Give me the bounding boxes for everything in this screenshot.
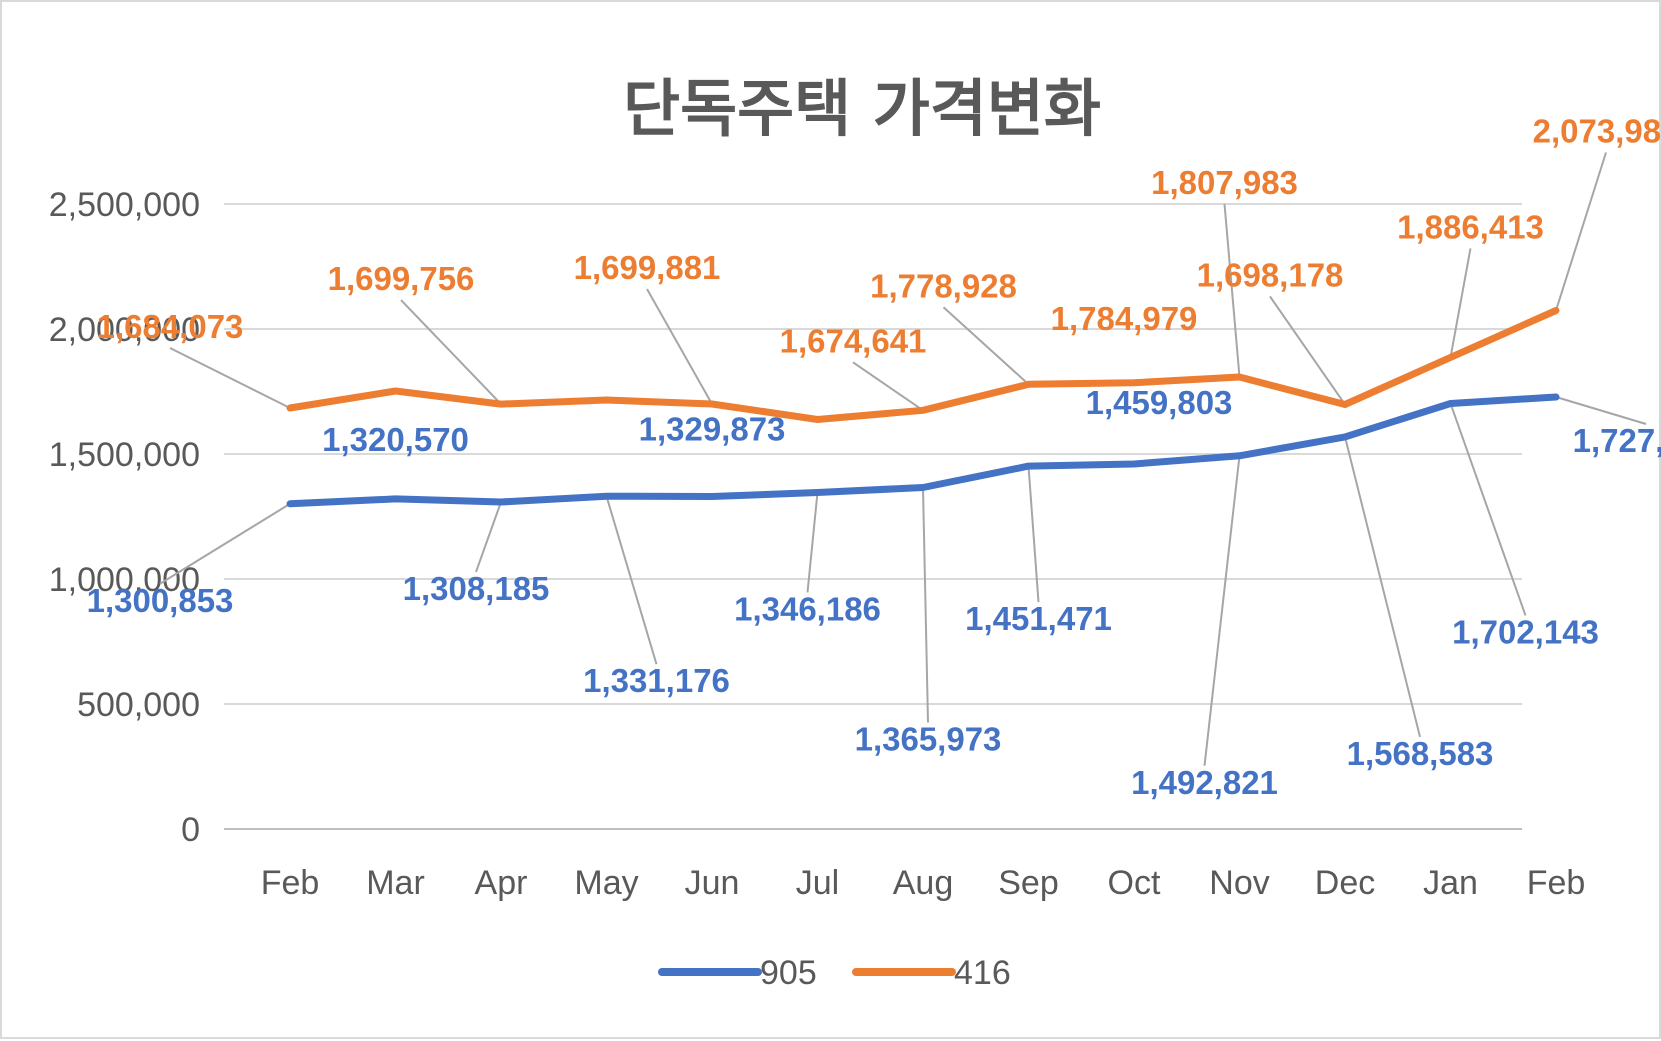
x-tick-label: Sep (998, 864, 1059, 902)
leader-line (169, 347, 291, 409)
y-tick-label: 2,000,000 (49, 311, 200, 349)
data-label: 1,492,821 (1131, 764, 1278, 801)
data-label: 1,365,973 (855, 721, 1002, 758)
x-tick-label: May (574, 864, 638, 902)
data-label: 1,300,853 (87, 582, 234, 619)
data-label: 1,684,073 (97, 308, 244, 345)
data-labels: 1,300,853 1,320,570 1,308,185 1,331,176 1,32… (87, 113, 1661, 801)
data-label: 1,674,641 (780, 322, 927, 359)
data-label: 1,451,471 (965, 600, 1112, 637)
data-label: 1,698,178 (1197, 256, 1344, 293)
data-label: 1,320,570 (322, 421, 469, 458)
data-label: 1,886,413 (1397, 208, 1544, 245)
leader-line (475, 501, 502, 573)
leader-line (159, 502, 291, 585)
x-axis: Feb Mar Apr May Jun Jul Aug Sep Oct Nov Dec Jan Feb (261, 864, 1586, 902)
y-tick-label: 500,000 (77, 686, 200, 724)
leader-line (806, 492, 819, 593)
x-tick-label: Nov (1209, 864, 1269, 902)
leader-line (1449, 248, 1472, 358)
leader-line (400, 299, 502, 405)
data-label: 1,308,185 (403, 570, 550, 607)
leader-line (1203, 455, 1241, 766)
x-tick-label: Feb (1527, 864, 1586, 902)
data-label: 1,568,583 (1347, 735, 1494, 772)
x-tick-label: Feb (261, 864, 320, 902)
legend-label-416: 416 (954, 954, 1011, 992)
legend-label-905: 905 (760, 954, 817, 992)
x-tick-label: Aug (893, 864, 954, 902)
leader-line (1555, 396, 1647, 425)
data-label: 1,346,186 (734, 590, 881, 627)
data-label: 1,329,873 (639, 411, 786, 448)
x-tick-label: Dec (1315, 864, 1375, 902)
x-tick-label: Jun (685, 864, 740, 902)
data-label: 2,073,989 (1533, 113, 1661, 150)
series-line-905 (286, 393, 1560, 508)
data-label: 1,778,928 (870, 267, 1017, 304)
leader-line (1223, 203, 1241, 378)
data-label: 1,459,803 (1086, 384, 1233, 421)
leader-line (852, 361, 924, 412)
leader-line (1027, 466, 1040, 603)
legend: 905 416 (658, 954, 1011, 992)
y-tick-label: 2,500,000 (49, 186, 200, 224)
y-tick-label: 1,500,000 (49, 436, 200, 474)
leader-line (1344, 436, 1421, 738)
data-label: 1,699,881 (574, 249, 721, 286)
leader-line (1269, 295, 1346, 406)
leader-line (646, 288, 713, 405)
data-label: 1,331,176 (583, 662, 730, 699)
y-tick-label: 0 (181, 811, 200, 849)
leader-line (605, 495, 658, 665)
leader-line (1449, 403, 1527, 616)
chart-title: 단독주택 가격변화 (623, 72, 1101, 145)
data-label: 1,699,756 (328, 260, 475, 297)
grid-layer (224, 203, 1522, 830)
series-line-416 (286, 307, 1560, 423)
y-axis: 0 500,000 1,000,000 1,500,000 2,000,000 2,500… (49, 186, 200, 849)
data-label: 1,727,963 (1573, 422, 1661, 459)
leader-line (942, 306, 1030, 386)
data-label: 1,702,143 (1452, 613, 1599, 650)
x-tick-label: Mar (366, 864, 425, 902)
x-tick-label: Jul (796, 864, 839, 902)
series-lines (286, 307, 1560, 508)
y-tick-label: 1,000,000 (49, 561, 200, 599)
leader-line (1555, 152, 1607, 311)
leader-line (922, 487, 929, 723)
x-tick-label: Jan (1423, 864, 1478, 902)
x-tick-label: Oct (1108, 864, 1161, 902)
x-tick-label: Apr (475, 864, 528, 902)
leader-lines (159, 152, 1647, 766)
data-label: 1,807,983 (1151, 164, 1298, 201)
data-label: 1,784,979 (1051, 300, 1198, 337)
